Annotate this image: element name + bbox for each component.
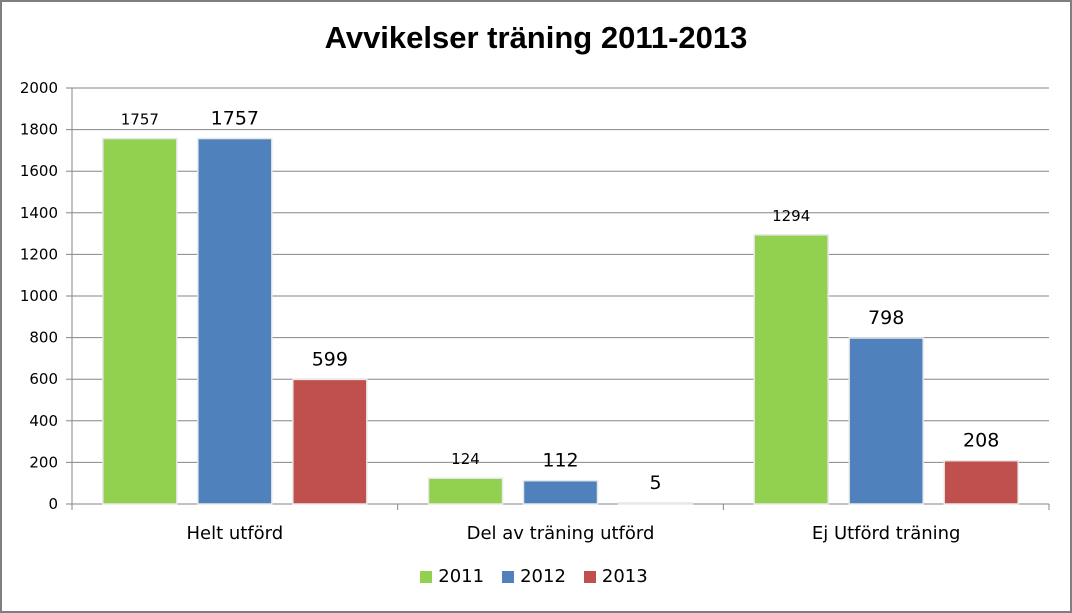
y-tick-label: 800 [29, 329, 58, 347]
bar-2013-1 [292, 378, 368, 505]
legend-item-2013: 2013 [583, 566, 648, 587]
legend-swatch [420, 570, 433, 583]
legend-swatch [502, 570, 515, 583]
bar-2013-3 [943, 459, 1019, 505]
bar-2013-2 [617, 502, 694, 505]
bar-2011-3 [753, 234, 829, 505]
category-label: Helt utförd [186, 523, 283, 544]
data-label: 798 [868, 307, 904, 329]
data-label: 208 [963, 430, 999, 452]
bar-2011-2 [427, 477, 504, 505]
y-tick-label: 1200 [20, 245, 58, 263]
y-tick-label: 1000 [20, 287, 58, 305]
legend-swatch [583, 570, 596, 583]
data-label: 5 [649, 472, 661, 494]
bar-2011-1 [102, 137, 178, 505]
data-label: 599 [312, 348, 348, 370]
legend-item-2011: 2011 [420, 566, 484, 587]
data-label: 1757 [121, 111, 159, 129]
y-tick-label: 400 [29, 412, 58, 430]
bar-2012-2 [522, 479, 599, 505]
bar-2012-3 [848, 337, 924, 505]
y-tick-label: 1600 [20, 162, 58, 180]
category-label: Del av träning utförd [467, 523, 655, 544]
category-label: Ej Utförd träning [812, 523, 961, 544]
y-tick-label: 200 [29, 453, 58, 471]
legend-item-2012: 2012 [502, 566, 566, 587]
y-tick-label: 2000 [20, 79, 58, 97]
data-label: 1757 [211, 108, 259, 130]
data-label: 1294 [772, 207, 810, 225]
y-tick-label: 600 [29, 370, 58, 388]
legend-label: 2012 [520, 566, 566, 587]
y-tick-label: 0 [48, 495, 58, 513]
y-tick-label: 1400 [20, 204, 58, 222]
bar-2012-1 [197, 137, 273, 505]
legend-label: 2013 [601, 566, 648, 587]
chart-title: Avvikelser träning 2011-2013 [324, 20, 748, 55]
legend-label: 2011 [438, 566, 485, 587]
data-label: 112 [542, 450, 578, 472]
chart-legend: 2011 2012 2013 [0, 566, 1068, 587]
data-label: 124 [451, 450, 480, 468]
y-tick-label: 1800 [20, 121, 58, 139]
